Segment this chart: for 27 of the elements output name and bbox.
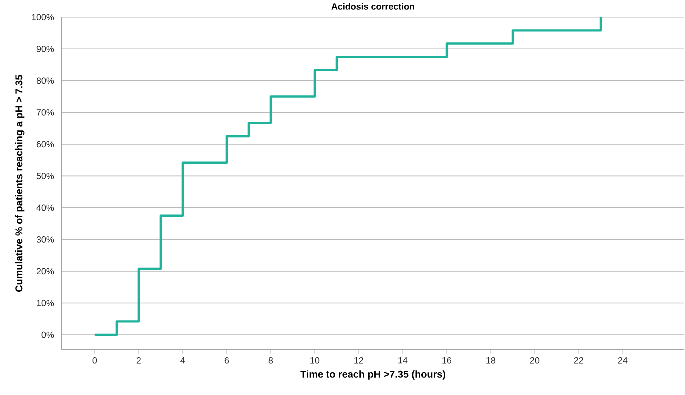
y-tick-label: 60% xyxy=(36,141,54,148)
x-tick-label: 24 xyxy=(618,358,628,364)
y-tick-label: 10% xyxy=(37,300,54,306)
x-tick-label: 2 xyxy=(136,358,141,364)
x-tick-label: 12 xyxy=(354,358,364,364)
chart-title: Acidosis correction xyxy=(332,3,414,10)
x-tick-label: 20 xyxy=(530,358,540,364)
y-tick-label: 20% xyxy=(36,268,54,275)
x-tick-label: 4 xyxy=(180,358,186,364)
y-tick-label: 90% xyxy=(36,46,54,52)
y-tick-label: 0% xyxy=(42,332,54,338)
x-tick-label: 6 xyxy=(224,358,230,364)
x-tick-label: 18 xyxy=(486,358,496,364)
y-tick-label: 70% xyxy=(36,110,54,116)
x-tick-label: 16 xyxy=(442,358,452,364)
y-tick-label: 50% xyxy=(36,173,54,180)
x-axis-title: Time to reach pH >7.35 (hours) xyxy=(300,370,446,380)
y-tick-label: 100% xyxy=(32,14,54,21)
y-tick-label: 40% xyxy=(36,204,54,212)
x-tick-label: 22 xyxy=(574,358,584,364)
y-axis-title: Cumulative % of patients reaching a pH > 7.35 xyxy=(15,75,25,292)
y-tick-label: 80% xyxy=(36,78,54,84)
y-tick-label: 30% xyxy=(36,236,54,243)
x-tick-label: 0 xyxy=(92,358,98,364)
x-tick-label: 8 xyxy=(268,358,274,364)
x-tick-label: 14 xyxy=(398,358,408,364)
x-tick-label: 10 xyxy=(310,358,320,364)
